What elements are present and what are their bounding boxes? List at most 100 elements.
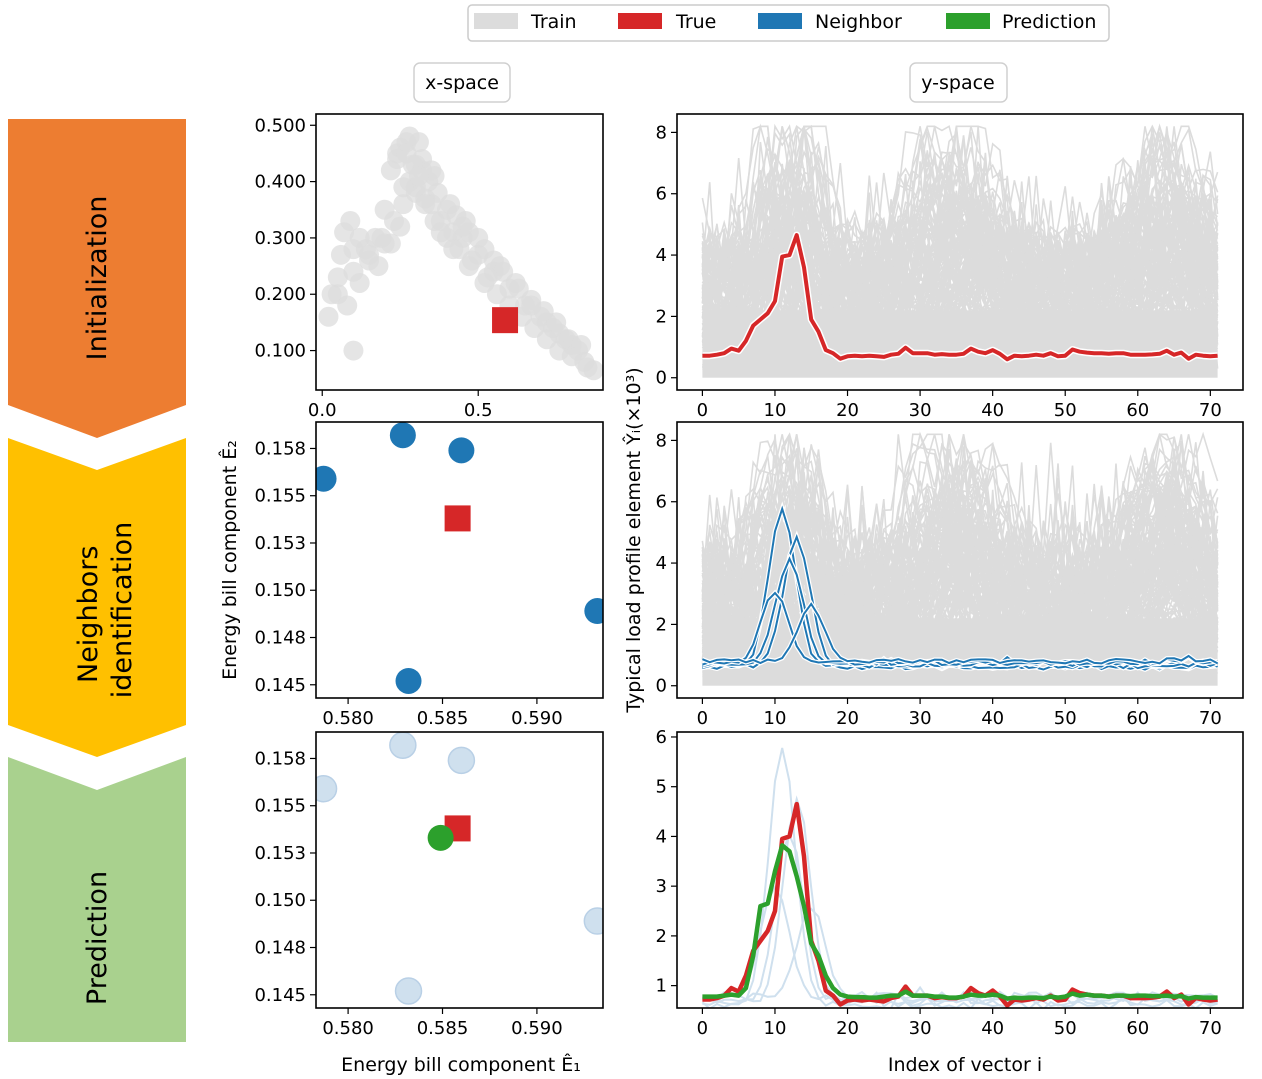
- y-tick-label: 0: [656, 368, 667, 389]
- y-tick-label: 2: [656, 926, 667, 947]
- train-band: [702, 310, 1218, 378]
- x-tick-label: 30: [909, 400, 932, 421]
- x-tick-label: 10: [764, 1018, 787, 1039]
- x-tick-label: 70: [1199, 708, 1222, 729]
- x-tick-label: 50: [1054, 708, 1077, 729]
- train-point: [477, 267, 498, 288]
- x-tick-label: 60: [1126, 708, 1149, 729]
- x-tick-label: 0.590: [511, 708, 563, 729]
- panel-x-space-neighbors: 0.580 0.585 0.590 0.145 0.148 0.150 0.153 0.155…: [254, 421, 604, 729]
- train-curve: [701, 200, 1218, 339]
- train-point: [440, 194, 461, 215]
- y-tick-label: 6: [656, 727, 667, 748]
- legend-label-neighbor: Neighbor: [815, 11, 902, 33]
- x-tick-label: 70: [1199, 1018, 1222, 1039]
- neighbor-point: [448, 437, 475, 464]
- x-tick-label: 40: [981, 400, 1004, 421]
- x-tick-label: 50: [1054, 1018, 1077, 1039]
- x-tick-label: 40: [981, 1018, 1004, 1039]
- y-tick-label: 0.158: [254, 748, 306, 769]
- legend-label-train: Train: [530, 11, 577, 33]
- neighbor-curve-faded: [702, 907, 1219, 1001]
- panel-x-space-prediction: 0.580 0.585 0.590 0.145 0.148 0.150 0.153 0.155…: [254, 731, 604, 1039]
- train-point: [452, 216, 473, 237]
- y-tick-label: 0.145: [254, 675, 306, 696]
- stage-label-neighbors-line2: identification: [107, 522, 138, 699]
- neighbor-point: [316, 465, 337, 492]
- plot-frame: [315, 731, 604, 1009]
- y-tick-label: 0.150: [254, 890, 306, 911]
- train-point: [546, 312, 567, 333]
- x-tick-label: 0: [697, 708, 708, 729]
- y-tick-label: 8: [656, 430, 667, 451]
- prediction-point: [427, 824, 454, 851]
- stage-label-prediction: Prediction: [82, 871, 113, 1005]
- neighbor-curve: [702, 602, 1219, 665]
- stage-initialization: Initialization: [8, 119, 186, 438]
- y-tick-label: 0.100: [254, 341, 306, 362]
- train-point: [458, 256, 479, 277]
- train-curve: [701, 127, 1219, 300]
- y-tick-label: 0.155: [254, 796, 306, 817]
- x-tick-label: 0.580: [322, 708, 374, 729]
- x-tick-label: 50: [1054, 400, 1077, 421]
- x-tick-label: 0.0: [308, 400, 337, 421]
- panel-y-space-initialization: 0 10 20 30 40 50 60 70 0 2 4 6 8: [656, 113, 1244, 421]
- train-curve: [701, 535, 1219, 661]
- train-point: [390, 216, 411, 237]
- plot-frame: [315, 421, 604, 699]
- legend-label-true: True: [675, 11, 716, 33]
- x-tick-label: 0.585: [417, 708, 469, 729]
- neighbor-point: [447, 746, 476, 775]
- x-space-xlabel: Energy bill component Ê₁: [341, 1053, 581, 1076]
- train-curve: [701, 126, 1219, 309]
- y-tick-label: 0.300: [254, 228, 306, 249]
- x-tick-label: 20: [836, 708, 859, 729]
- legend: Train True Neighbor Prediction: [467, 4, 1110, 42]
- x-space-title: x-space: [425, 72, 499, 94]
- panel-x-space-initialization: 0.0 0.5 0.100 0.200 0.300 0.400 0.500: [254, 113, 604, 421]
- x-tick-label: 0: [697, 400, 708, 421]
- y-tick-label: 1: [656, 976, 667, 997]
- train-point: [318, 306, 339, 327]
- panel-y-space-prediction: 0 10 20 30 40 50 60 70 1 2 3 4 5 6: [656, 727, 1244, 1039]
- train-point: [583, 360, 603, 381]
- legend-swatch-prediction: [946, 13, 990, 29]
- train-point: [343, 261, 364, 282]
- true-point: [444, 505, 471, 532]
- y-tick-label: 0.150: [254, 580, 306, 601]
- x-tick-label: 70: [1199, 400, 1222, 421]
- true-point: [492, 307, 519, 334]
- y-tick-label: 0.158: [254, 438, 306, 459]
- train-point: [443, 239, 464, 260]
- y-space-ylabel: Typical load profile element Ŷᵢ(×10³): [621, 367, 645, 713]
- x-tick-label: 0.580: [322, 1018, 374, 1039]
- prediction-curve: [702, 843, 1218, 1001]
- train-point: [571, 334, 592, 355]
- y-tick-label: 2: [656, 614, 667, 635]
- x-tick-label: 0: [697, 1018, 708, 1039]
- x-tick-label: 20: [836, 400, 859, 421]
- panel-y-space-neighbors: 0 10 20 30 40 50 60 70 0 2 4 6 8: [656, 421, 1244, 729]
- neighbor-curve-faded: [701, 747, 1218, 1008]
- train-point: [430, 222, 451, 243]
- train-band: [702, 618, 1218, 686]
- y-tick-label: 4: [656, 245, 667, 266]
- y-tick-label: 2: [656, 306, 667, 327]
- x-tick-label: 0.585: [417, 1018, 469, 1039]
- y-tick-label: 0.400: [254, 172, 306, 193]
- x-tick-label: 10: [764, 708, 787, 729]
- train-curve: [701, 432, 1219, 614]
- train-point: [408, 165, 429, 186]
- plot-frame: [676, 421, 1244, 699]
- train-curve: [701, 126, 1219, 338]
- y-tick-label: 5: [656, 777, 667, 798]
- x-tick-label: 0.590: [511, 1018, 563, 1039]
- y-tick-label: 0.153: [254, 843, 306, 864]
- neighbor-point: [583, 907, 603, 935]
- y-tick-label: 0.500: [254, 115, 306, 136]
- neighbor-point: [584, 598, 603, 625]
- train-point: [415, 194, 436, 215]
- x-space-ylabel: Energy bill component Ê₂: [218, 440, 241, 680]
